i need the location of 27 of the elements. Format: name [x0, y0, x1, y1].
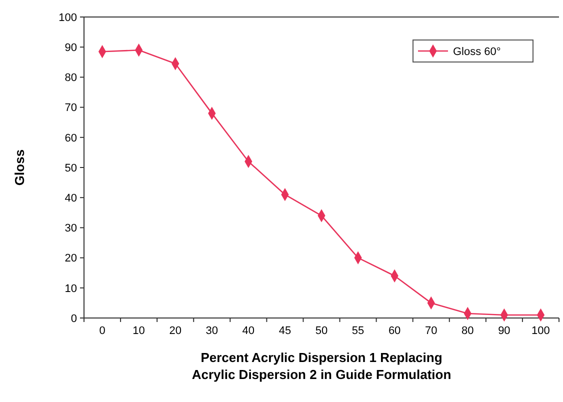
- x-tick-label: 55: [352, 325, 364, 337]
- y-tick-label: 60: [64, 132, 77, 144]
- x-tick-label: 40: [242, 325, 255, 337]
- x-tick-label: 20: [169, 325, 182, 337]
- x-tick-label: 30: [206, 325, 218, 337]
- x-tick-label: 90: [498, 325, 510, 337]
- x-tick-label: 70: [424, 325, 438, 337]
- y-tick-label: 10: [64, 282, 77, 295]
- y-tick-label: 80: [64, 72, 77, 84]
- x-tick-label: 100: [532, 325, 550, 337]
- y-tick-label: 90: [64, 42, 77, 54]
- y-axis-title: Gloss: [12, 149, 27, 186]
- y-tick-label: 0: [70, 312, 77, 325]
- y-tick-label: 20: [64, 252, 77, 265]
- x-tick-label: 0: [99, 325, 106, 337]
- x-axis-title: Percent Acrylic Dispersion 1 Replacing Acrylic Dispersion 2 in Guide Formulation: [192, 350, 452, 382]
- x-tick-label: 80: [462, 325, 474, 337]
- legend-label: Gloss 60°: [453, 46, 501, 58]
- y-tick-label: 50: [64, 162, 77, 174]
- y-tick-label: 40: [64, 192, 77, 204]
- x-tick-label: 50: [315, 325, 328, 337]
- y-tick-label: 100: [58, 12, 77, 24]
- x-tick-label: 45: [278, 325, 292, 337]
- y-tick-label: 70: [64, 102, 77, 114]
- y-tick-label: 30: [64, 222, 77, 235]
- x-tick-label: 10: [132, 325, 145, 337]
- x-tick-label: 60: [388, 325, 401, 337]
